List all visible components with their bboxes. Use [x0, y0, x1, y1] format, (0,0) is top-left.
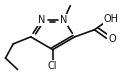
Text: N: N [38, 15, 45, 25]
Text: Cl: Cl [48, 61, 57, 71]
Text: N: N [60, 15, 67, 25]
Text: O: O [108, 34, 116, 44]
Text: OH: OH [103, 14, 118, 24]
